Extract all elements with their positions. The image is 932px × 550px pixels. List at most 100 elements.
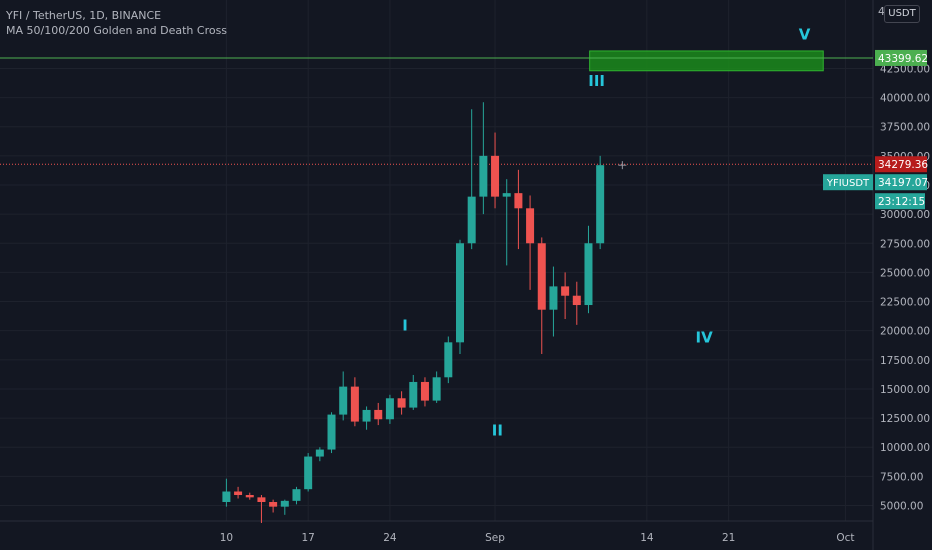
candle — [245, 492, 254, 500]
candle — [549, 266, 558, 337]
last-price-label-bg — [875, 174, 927, 191]
candle-body — [315, 449, 324, 457]
candle-body — [502, 193, 511, 197]
candle-body — [339, 386, 348, 415]
candle — [491, 132, 500, 209]
candle — [362, 406, 371, 430]
top-tick-fragment: 4 — [878, 5, 885, 18]
candle-body — [584, 243, 593, 306]
candle — [514, 169, 523, 250]
symbol-title[interactable]: YFI / TetherUS, 1D, BINANCE — [6, 9, 162, 22]
x-tick-label: Sep — [485, 532, 505, 544]
candle — [257, 495, 266, 523]
countdown-label-bg — [875, 193, 925, 210]
candle-body — [432, 377, 441, 401]
candles-layer — [222, 102, 605, 523]
y-tick-label: 42500.00 — [880, 63, 930, 75]
y-tick-label: 30000.00 — [880, 209, 930, 221]
chart-grid — [0, 0, 874, 550]
price-labels-layer: 43399.62 34279.36 34197.07 23:12:15 YFIUSDT — [823, 49, 928, 210]
wave-label-iv: IV — [696, 328, 714, 346]
candle-body — [350, 386, 359, 422]
candle — [479, 102, 488, 215]
symbol-price-tag-bg — [823, 174, 873, 191]
y-tick-label: 5000.00 — [880, 501, 923, 513]
indicator-label[interactable]: MA 50/100/200 Golden and Death Cross — [6, 24, 228, 37]
y-tick-label: 27500.00 — [880, 238, 930, 250]
candle — [420, 377, 429, 407]
current-price-label-bg — [875, 156, 927, 173]
candle-body — [526, 208, 535, 244]
candle — [385, 394, 394, 424]
candle-body — [269, 502, 278, 507]
y-tick-label: 40000.00 — [880, 93, 930, 105]
candle — [222, 478, 231, 507]
candle — [537, 237, 546, 354]
last-price-label: 34197.07 — [875, 174, 928, 191]
candle-body — [385, 398, 394, 420]
y-tick-label: 17500.00 — [880, 355, 930, 367]
target-zone-layer — [589, 50, 824, 72]
currency-button[interactable]: USDT — [884, 5, 920, 23]
resistance-price-label-bg — [875, 49, 927, 66]
candle — [596, 155, 605, 250]
candle-body — [456, 243, 464, 343]
candle — [327, 412, 336, 454]
candle — [315, 447, 324, 462]
candle — [234, 486, 243, 499]
candle — [584, 225, 593, 314]
candle-body — [409, 381, 418, 408]
x-tick-label: 10 — [220, 532, 233, 544]
candle — [339, 371, 348, 421]
countdown-label-text: 23:12:15 — [878, 196, 925, 208]
price-lines-layer — [0, 57, 873, 165]
candle — [292, 486, 301, 505]
y-tick-label: 12500.00 — [880, 413, 930, 425]
target-zone-box — [589, 50, 824, 72]
candle-body — [257, 497, 266, 503]
candle — [409, 374, 418, 410]
current-price-label-text: 34279.36 — [878, 159, 928, 171]
time-axis[interactable]: 10 17 24 Sep 14 21 Oct — [220, 532, 855, 544]
candle-body — [537, 243, 546, 310]
candle-body — [479, 155, 488, 197]
candle-body — [467, 196, 476, 244]
candle-body — [420, 381, 429, 401]
candle — [374, 402, 383, 426]
candle-body — [397, 398, 406, 408]
chart-legend: YFI / TetherUS, 1D, BINANCE MA 50/100/20… — [6, 8, 227, 38]
wave-label-v: V — [799, 25, 811, 43]
candle-body — [561, 286, 570, 296]
wave-label-i: I — [402, 317, 408, 335]
x-tick-label: 14 — [640, 532, 654, 544]
candle — [561, 272, 570, 320]
candle — [432, 371, 441, 403]
wave-label-iii: III — [588, 72, 605, 90]
candle-body — [572, 295, 581, 306]
y-tick-label: 7500.00 — [880, 471, 923, 483]
last-price-label-text: 34197.07 — [878, 177, 928, 189]
candle-body — [362, 409, 371, 422]
y-tick-label: 25000.00 — [880, 267, 930, 279]
resistance-price-label-text: 43399.62 — [878, 53, 928, 65]
y-tick-label: 22500.00 — [880, 297, 930, 309]
y-tick-label: 37500.00 — [880, 122, 930, 134]
candle-body — [596, 165, 605, 244]
y-tick-label: 10000.00 — [880, 442, 930, 454]
candle — [350, 377, 359, 427]
candle — [456, 239, 464, 354]
symbol-price-tag: YFIUSDT — [823, 174, 873, 191]
candle — [572, 281, 581, 325]
candle — [397, 391, 406, 415]
candle — [304, 453, 313, 492]
y-tick-label: 15000.00 — [880, 384, 930, 396]
price-axis[interactable]: 5000.00 7500.00 10000.00 12500.00 15000.00 17… — [880, 63, 930, 512]
candle-body — [245, 495, 254, 498]
candle — [526, 195, 535, 290]
candle-body — [327, 414, 336, 450]
x-tick-label: 21 — [722, 532, 735, 544]
wave-label-ii: II — [492, 422, 503, 440]
candle — [444, 336, 453, 384]
